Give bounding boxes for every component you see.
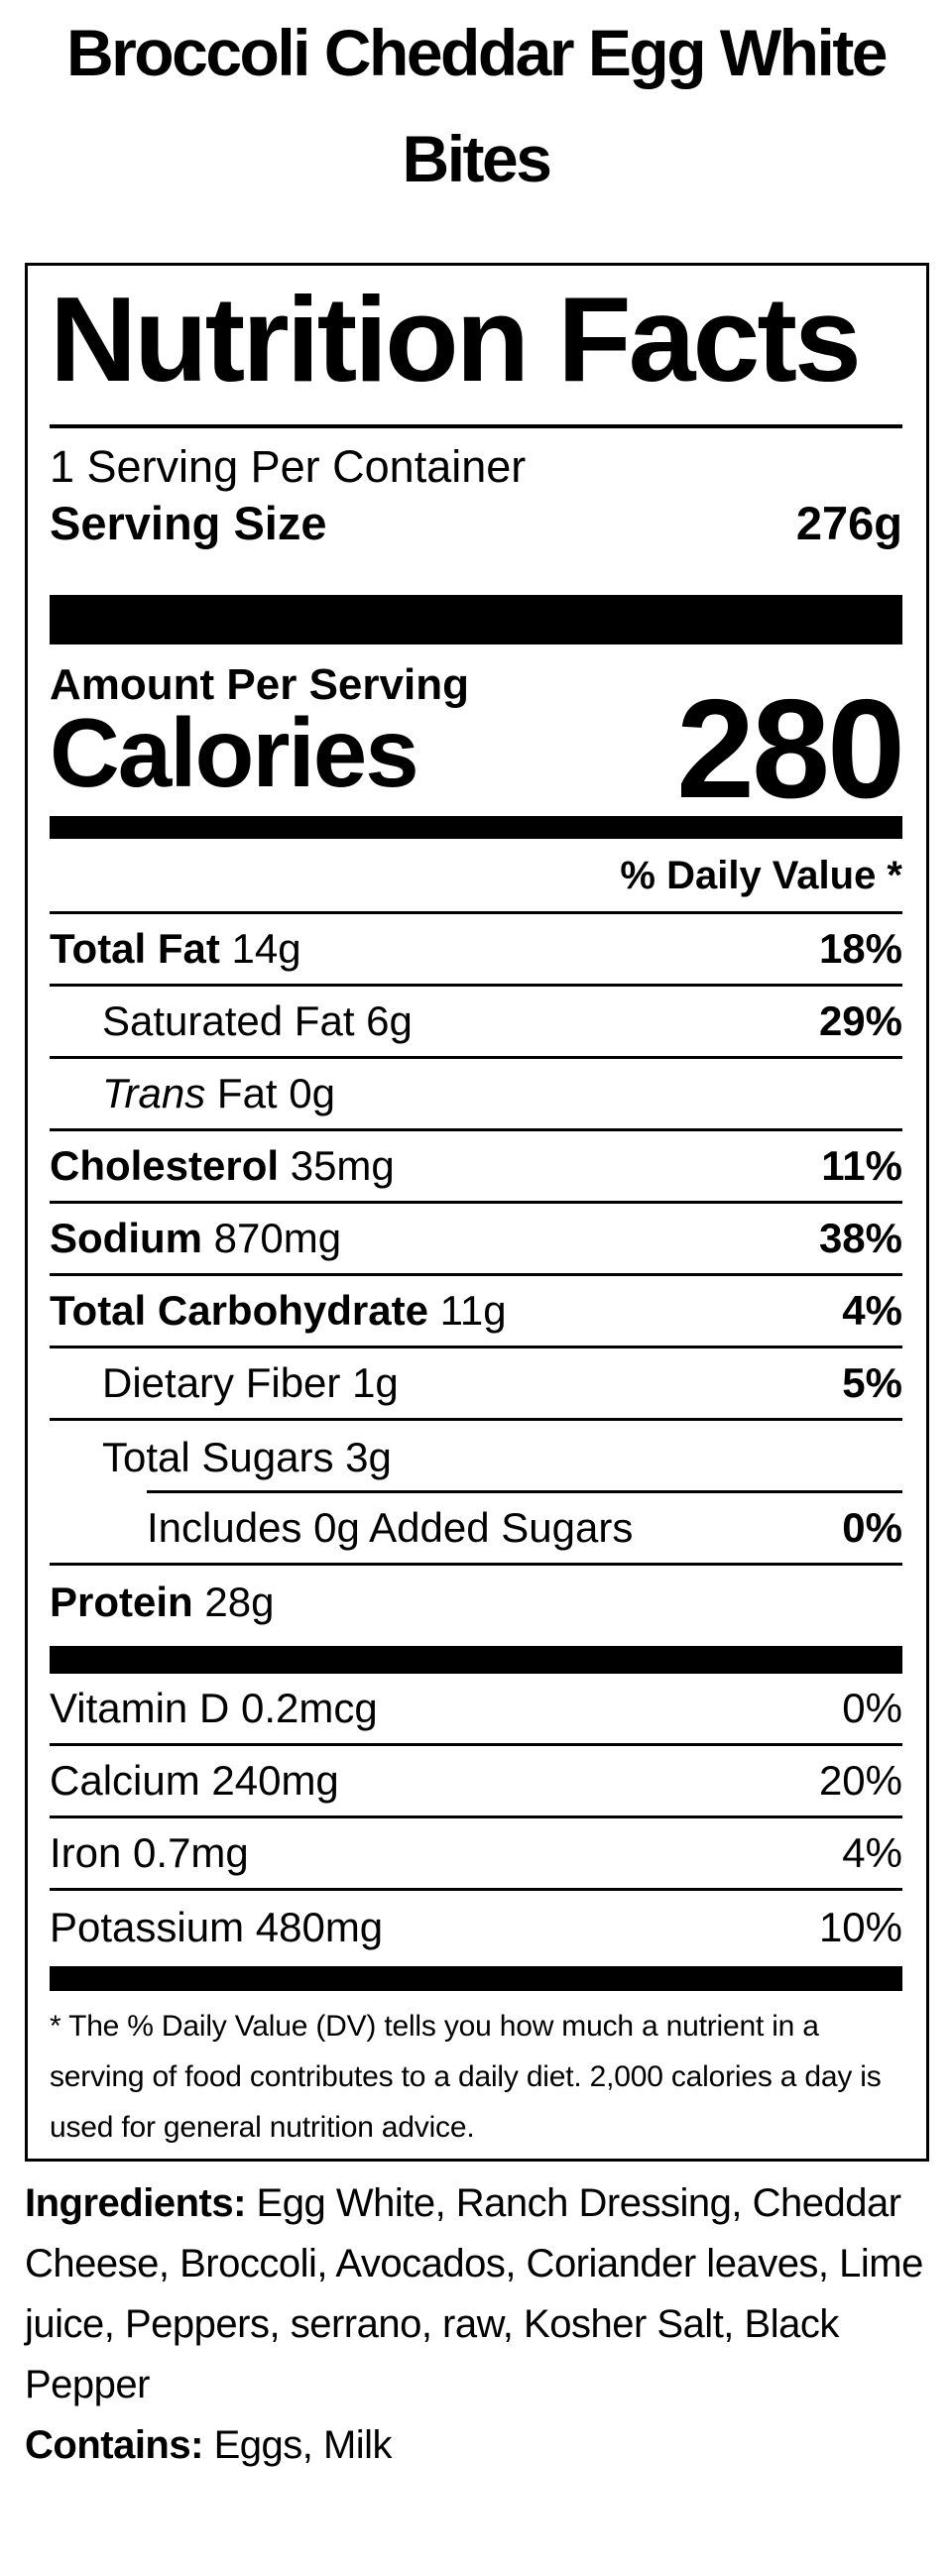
daily-value-header: % Daily Value * [620, 854, 902, 897]
ingredients-label: Ingredients: [25, 2181, 246, 2225]
daily-value: 4% [842, 1829, 902, 1876]
daily-value: 20% [818, 1757, 902, 1804]
servings-per-container: 1 Serving Per Container [50, 441, 527, 492]
heading-divider [50, 424, 902, 428]
daily-value-footnote: * The % Daily Value (DV) tells you how m… [50, 2010, 882, 2144]
vitamin-rows: Vitamin D 0.2mcg 0% Calcium 240mg 20% Iron 0… [50, 1674, 902, 1963]
nutrient-row-total-carbohydrate: Total Carbohydrate 11g 4% [50, 1276, 902, 1348]
nutrient-name: Calcium 240mg [50, 1757, 339, 1804]
daily-value: 10% [818, 1903, 902, 1950]
contains-text: Eggs, Milk [213, 2423, 393, 2467]
ingredients-text: Egg White, Ranch Dressing, Cheddar Chees… [25, 2181, 923, 2406]
nutrient-name: Trans Fat 0g [102, 1070, 335, 1116]
nutrient-name: Potassium 480mg [50, 1903, 384, 1950]
nutrient-name: Saturated Fat 6g [102, 997, 413, 1044]
daily-value: 0% [842, 1685, 902, 1731]
indented-divider [147, 1490, 902, 1493]
nutrient-row-potassium: Potassium 480mg 10% [50, 1891, 902, 1963]
nutrient-name: Vitamin D 0.2mcg [50, 1685, 378, 1731]
product-title: Broccoli Cheddar Egg White Bites [65, 16, 889, 195]
nutrient-row-vitamin-d: Vitamin D 0.2mcg 0% [50, 1674, 902, 1746]
serving-size-row: Serving Size 276g [50, 496, 902, 551]
daily-value: 11% [821, 1142, 902, 1189]
thick-divider-protein [50, 1646, 902, 1674]
nutrient-row-sodium: Sodium 870mg 38% [50, 1204, 902, 1276]
nutrient-row-saturated-fat: Saturated Fat 6g 29% [50, 987, 902, 1059]
calories-row: Calories 280 [50, 679, 905, 820]
nutrient-name: Total Fat 14g [50, 925, 301, 972]
nutrient-name: Iron 0.7mg [50, 1829, 249, 1876]
daily-value: 5% [842, 1359, 902, 1406]
ingredients-section: Ingredients: Egg White, Ranch Dressing, … [25, 2173, 929, 2476]
nutrient-rows: Total Fat 14g 18% Saturated Fat 6g 29% Trans… [50, 914, 902, 1638]
nutrient-row-dietary-fiber: Dietary Fiber 1g 5% [50, 1348, 902, 1421]
nutrient-name: Total Carbohydrate 11g [50, 1287, 507, 1334]
contains-line: Contains: Eggs, Milk [25, 2415, 929, 2476]
daily-value: 4% [842, 1287, 902, 1334]
daily-value-divider [50, 911, 902, 914]
nutrient-row-calcium: Calcium 240mg 20% [50, 1746, 902, 1818]
nutrient-row-cholesterol: Cholesterol 35mg 11% [50, 1131, 902, 1204]
calories-label: Calories [50, 698, 419, 807]
serving-size-value: 276g [795, 497, 902, 549]
contains-label: Contains: [25, 2423, 203, 2467]
nutrition-facts-heading: Nutrition Facts [50, 272, 862, 407]
nutrient-name: Total Sugars 3g [102, 1433, 392, 1480]
thick-divider-top [50, 595, 902, 644]
daily-value: 29% [818, 997, 902, 1044]
nutrient-row-total-fat: Total Fat 14g 18% [50, 914, 902, 987]
nutrient-name: Protein 28g [50, 1578, 275, 1625]
nutrient-row-includes-0g-added-sugars: Includes 0g Added Sugars 0% [50, 1493, 902, 1566]
nutrient-name: Dietary Fiber 1g [102, 1359, 399, 1406]
nutrient-name: Cholesterol 35mg [50, 1142, 395, 1189]
serving-size-label: Serving Size [50, 497, 327, 549]
nutrient-row-iron: Iron 0.7mg 4% [50, 1818, 902, 1891]
daily-value: 0% [842, 1504, 902, 1551]
nutrient-name: Sodium 870mg [50, 1215, 342, 1261]
ingredients-line: Ingredients: Egg White, Ranch Dressing, … [25, 2173, 929, 2415]
daily-value: 38% [818, 1215, 902, 1261]
nutrient-row-protein: Protein 28g [50, 1566, 902, 1638]
nutrient-row-total-sugars: Total Sugars 3g [50, 1421, 902, 1493]
nutrient-row-trans-fat: Trans Fat 0g [50, 1059, 902, 1131]
amount-per-serving-label: Amount Per Serving [50, 660, 469, 709]
thick-divider-bottom [50, 1966, 902, 1991]
thick-divider-calories [50, 816, 902, 839]
daily-value: 18% [818, 925, 902, 972]
nutrient-name: Includes 0g Added Sugars [147, 1504, 634, 1551]
nutrition-facts-panel: Nutrition Facts 1 Serving Per Container … [25, 263, 929, 2162]
calories-value: 280 [676, 670, 905, 828]
